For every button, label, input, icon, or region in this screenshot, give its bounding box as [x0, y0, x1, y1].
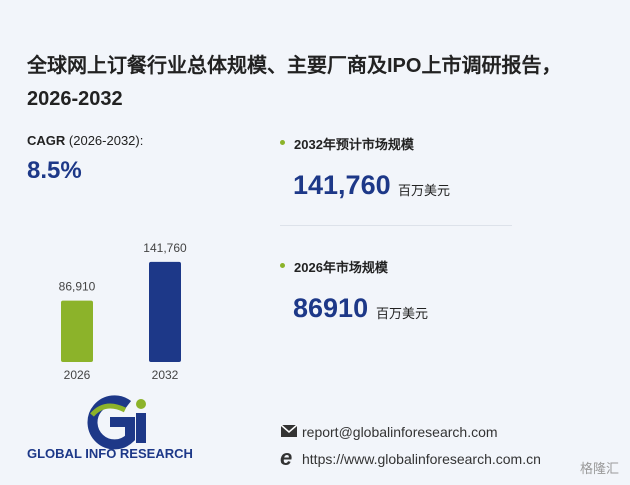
bullet	[280, 140, 285, 145]
bar	[61, 300, 93, 362]
website: https://www.globalinforesearch.com.cn	[302, 451, 541, 467]
stat-label: 2026年市场规模	[294, 260, 388, 275]
stat-unit: 百万美元	[398, 183, 451, 198]
x-tick-label: 2032	[152, 368, 179, 382]
cagr-label: CAGR	[27, 133, 66, 148]
stat-unit: 百万美元	[376, 306, 429, 321]
x-tick-label: 2026	[64, 368, 91, 382]
email-icon	[280, 424, 298, 437]
cagr-caption: CAGR (2026-2032):	[27, 133, 143, 148]
web-icon: e	[280, 445, 292, 470]
logo-mark	[87, 395, 146, 450]
email: report@globalinforesearch.com	[302, 424, 498, 440]
stat-label: 2032年预计市场规模	[294, 137, 414, 152]
stat-value: 86910	[293, 293, 369, 323]
cagr-value: 8.5%	[27, 157, 82, 184]
bar	[149, 261, 181, 362]
value-label: 141,760	[143, 241, 187, 255]
divider	[280, 225, 512, 226]
bullet	[280, 263, 285, 268]
value-label: 86,910	[59, 280, 96, 294]
stat-value: 141,760	[293, 170, 391, 200]
watermark: 格隆汇	[580, 461, 620, 476]
cagr-period: (2026-2032):	[68, 133, 144, 148]
logo-text: GLOBAL INFO RESEARCH	[27, 446, 193, 461]
title: 全球网上订餐行业总体规模、主要厂商及IPO上市调研报告，2026-2032	[27, 55, 562, 110]
